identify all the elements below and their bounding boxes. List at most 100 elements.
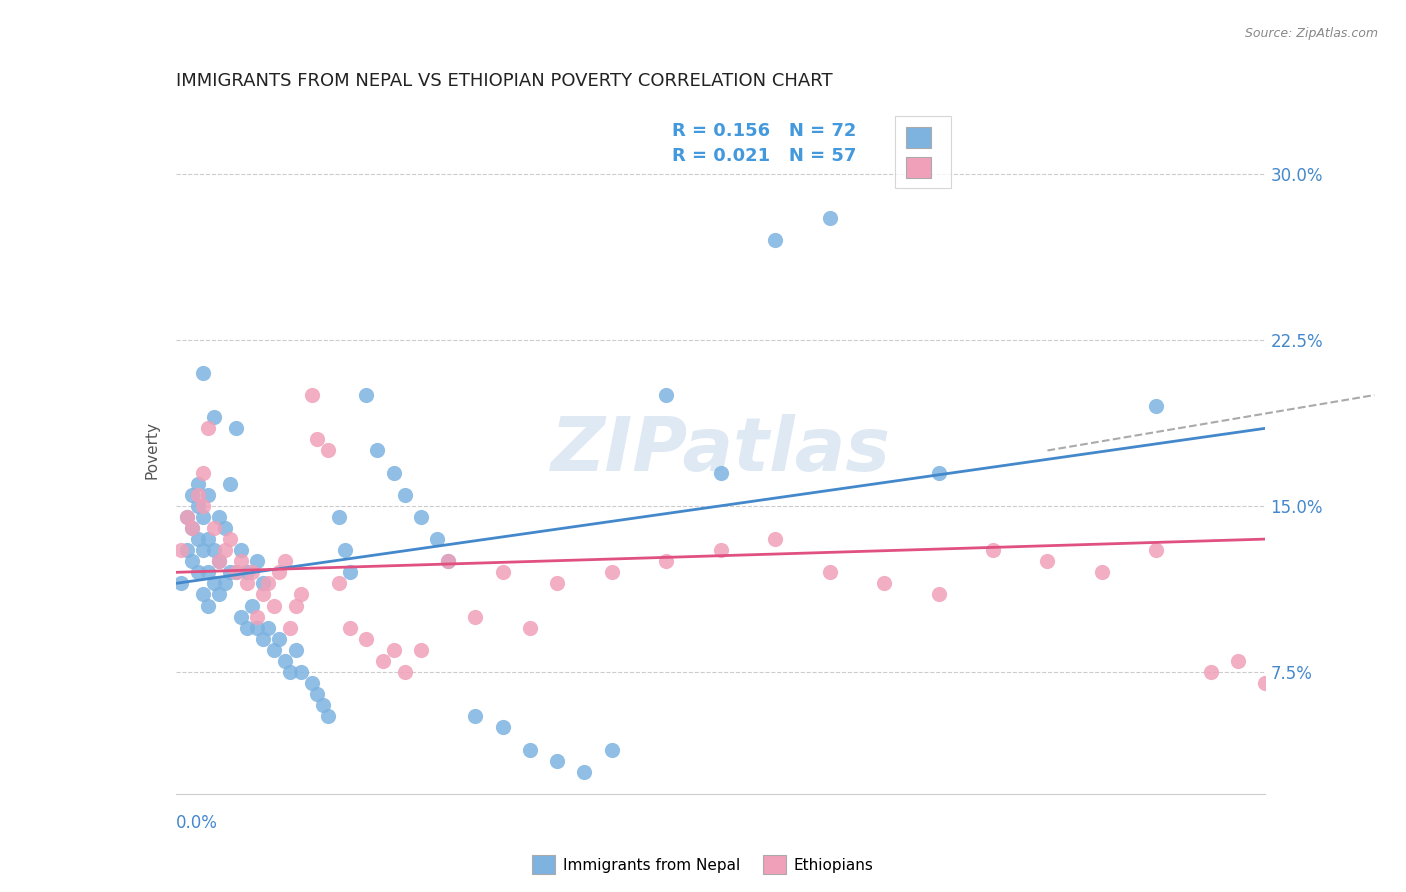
Point [246, 554, 269, 568]
Point [191, 366, 214, 380]
Point [186, 532, 209, 546]
Point [176, 543, 198, 558]
Point [219, 532, 242, 546]
Point [873, 576, 896, 591]
Point [437, 554, 460, 568]
Point [191, 499, 214, 513]
Point [263, 599, 285, 613]
Point [301, 388, 323, 402]
Point [278, 665, 301, 679]
Point [284, 599, 307, 613]
Point [763, 532, 786, 546]
Point [394, 488, 416, 502]
Point [170, 576, 193, 591]
Point [301, 676, 323, 690]
Point [231, 543, 253, 558]
Point [176, 510, 198, 524]
Point [409, 510, 432, 524]
Point [202, 576, 225, 591]
Point [176, 510, 198, 524]
Point [928, 466, 950, 480]
Point [1144, 543, 1167, 558]
Text: IMMIGRANTS FROM NEPAL VS ETHIOPIAN POVERTY CORRELATION CHART: IMMIGRANTS FROM NEPAL VS ETHIOPIAN POVER… [176, 72, 832, 90]
Point [257, 576, 280, 591]
Point [269, 632, 291, 646]
Point [655, 554, 678, 568]
Y-axis label: Poverty: Poverty [145, 421, 160, 480]
Point [1144, 399, 1167, 413]
Point [252, 576, 274, 591]
Legend: , : , [896, 116, 952, 188]
Point [928, 587, 950, 601]
Point [274, 554, 297, 568]
Point [225, 566, 247, 580]
Point [202, 410, 225, 425]
Point [186, 499, 209, 513]
Text: R = 0.156   N = 72: R = 0.156 N = 72 [672, 122, 856, 140]
Point [307, 687, 329, 701]
Point [186, 476, 209, 491]
Point [197, 599, 219, 613]
Point [1091, 566, 1114, 580]
Point [269, 566, 291, 580]
Point [1309, 742, 1331, 756]
Point [382, 643, 405, 657]
Point [1281, 709, 1303, 723]
Point [208, 554, 231, 568]
Point [214, 543, 236, 558]
Point [246, 609, 269, 624]
Point [263, 643, 285, 657]
Point [312, 698, 335, 713]
Point [1199, 665, 1222, 679]
Point [197, 566, 219, 580]
Point [655, 388, 678, 402]
Point [437, 554, 460, 568]
Point [284, 643, 307, 657]
Point [1358, 244, 1381, 258]
Point [191, 543, 214, 558]
Point [181, 521, 204, 535]
Point [235, 576, 257, 591]
Point [1227, 654, 1250, 668]
Point [186, 566, 209, 580]
Point [366, 443, 388, 458]
Point [208, 554, 231, 568]
Point [409, 643, 432, 657]
Point [356, 388, 378, 402]
Point [600, 566, 623, 580]
Point [382, 466, 405, 480]
Point [519, 742, 541, 756]
Point [763, 233, 786, 247]
Point [818, 566, 841, 580]
Point [307, 433, 329, 447]
Point [710, 543, 733, 558]
Point [202, 543, 225, 558]
Point [191, 510, 214, 524]
Point [274, 654, 297, 668]
Point [394, 665, 416, 679]
Point [219, 566, 242, 580]
Point [1036, 554, 1059, 568]
Point [1254, 676, 1277, 690]
Point [818, 211, 841, 225]
Point [208, 510, 231, 524]
Point [219, 476, 242, 491]
Point [546, 576, 568, 591]
Point [328, 576, 350, 591]
Point [197, 421, 219, 435]
Point [252, 587, 274, 601]
Point [214, 576, 236, 591]
Point [225, 566, 247, 580]
Point [600, 742, 623, 756]
Point [208, 587, 231, 601]
Point [464, 709, 486, 723]
Point [235, 621, 257, 635]
Point [197, 532, 219, 546]
Point [231, 609, 253, 624]
Point [235, 566, 257, 580]
Point [426, 532, 449, 546]
Text: ZIPatlas: ZIPatlas [551, 414, 890, 487]
Point [356, 632, 378, 646]
Point [290, 665, 312, 679]
Legend: Immigrants from Nepal, Ethiopians: Immigrants from Nepal, Ethiopians [526, 849, 880, 880]
